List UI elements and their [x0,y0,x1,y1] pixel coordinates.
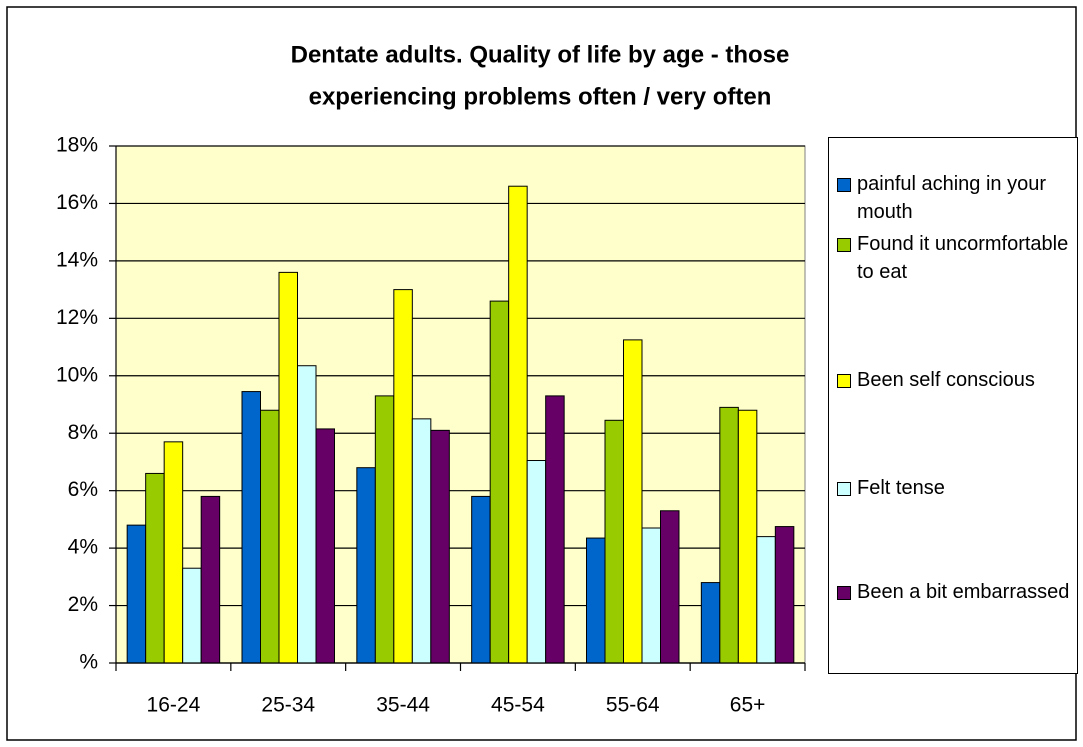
y-tick-label: 12% [56,306,98,329]
bar [297,365,317,664]
y-tick-label: % [79,651,98,674]
bar [411,418,432,664]
y-tick-label: 2% [68,593,98,616]
legend-swatch [837,482,851,496]
legend: painful aching in your mouth Found it unc… [828,137,1078,674]
y-tick-label: 14% [56,248,98,271]
bar [700,582,721,664]
bar [241,391,261,664]
legend-swatch [837,374,851,388]
bar [260,409,280,664]
bar [145,472,165,664]
x-tick-label: 45-54 [491,694,545,717]
x-tick-label: 55-64 [606,694,660,717]
bar [182,567,202,664]
bar [471,495,491,664]
legend-entry: Been self conscious [837,366,1073,394]
bar [623,339,643,664]
bar [489,300,510,664]
bar [526,460,547,664]
legend-swatch [837,586,851,600]
x-tick-label: 25-34 [261,694,315,717]
y-tick-label: 6% [68,478,98,501]
bar [756,536,776,664]
plot-area [115,145,806,664]
legend-entry: Felt tense [837,474,1073,502]
legend-entry: Found it uncormfortable to eat [837,230,1073,286]
bar [315,428,335,664]
y-tick-label: 8% [68,421,98,444]
legend-entry: painful aching in your mouth [837,170,1073,226]
bar [660,510,680,664]
bar [278,271,298,664]
chart-title: Dentate adults. Quality of life by age -… [291,41,790,68]
bar [604,419,624,664]
chart-title: experiencing problems often / very often [309,83,772,110]
bar [163,441,184,664]
legend-label: Felt tense [857,477,945,499]
legend-swatch [837,238,851,252]
x-tick-label: 16-24 [147,694,201,717]
legend-label: Been a bit embarrassed [857,581,1070,603]
bar [393,289,413,664]
bar [374,395,395,664]
y-tick-label: 16% [56,191,98,214]
y-tick-label: 18% [56,134,98,157]
legend-label: Been self conscious [857,369,1035,391]
bar [641,527,661,664]
bar [356,467,376,664]
bar [508,185,528,664]
bar [126,524,147,664]
x-tick-label: 65+ [730,694,766,717]
bar [586,537,606,664]
legend-label: painful aching in your mouth [857,173,1047,223]
bar [545,395,565,664]
y-tick-label: 4% [68,536,98,559]
bar [774,526,795,664]
legend-swatch [837,178,851,192]
y-tick-label: 10% [56,363,98,386]
bar [200,495,221,664]
bar [719,406,739,664]
legend-label: Found it uncormfortable to eat [857,233,1069,283]
legend-entry: Been a bit embarrassed [837,578,1073,606]
x-tick-label: 35-44 [376,694,430,717]
bar [430,429,450,664]
bar [737,409,758,664]
